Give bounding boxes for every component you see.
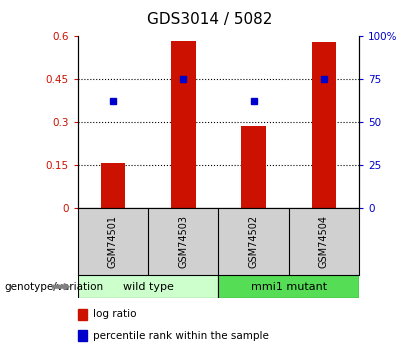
- Text: GDS3014 / 5082: GDS3014 / 5082: [147, 12, 273, 27]
- Text: GSM74503: GSM74503: [178, 215, 188, 268]
- Text: log ratio: log ratio: [93, 309, 137, 319]
- Bar: [171, 40, 196, 208]
- Bar: [100, 164, 125, 208]
- Text: percentile rank within the sample: percentile rank within the sample: [93, 331, 269, 341]
- Bar: [218, 275, 359, 298]
- Bar: [241, 126, 266, 208]
- Bar: [78, 275, 218, 298]
- Text: GSM74501: GSM74501: [108, 215, 118, 268]
- Bar: [312, 42, 336, 208]
- Text: GSM74502: GSM74502: [249, 215, 259, 268]
- Text: GSM74504: GSM74504: [319, 215, 329, 268]
- Text: wild type: wild type: [123, 282, 173, 292]
- Text: genotype/variation: genotype/variation: [4, 282, 103, 292]
- Text: mmi1 mutant: mmi1 mutant: [251, 282, 327, 292]
